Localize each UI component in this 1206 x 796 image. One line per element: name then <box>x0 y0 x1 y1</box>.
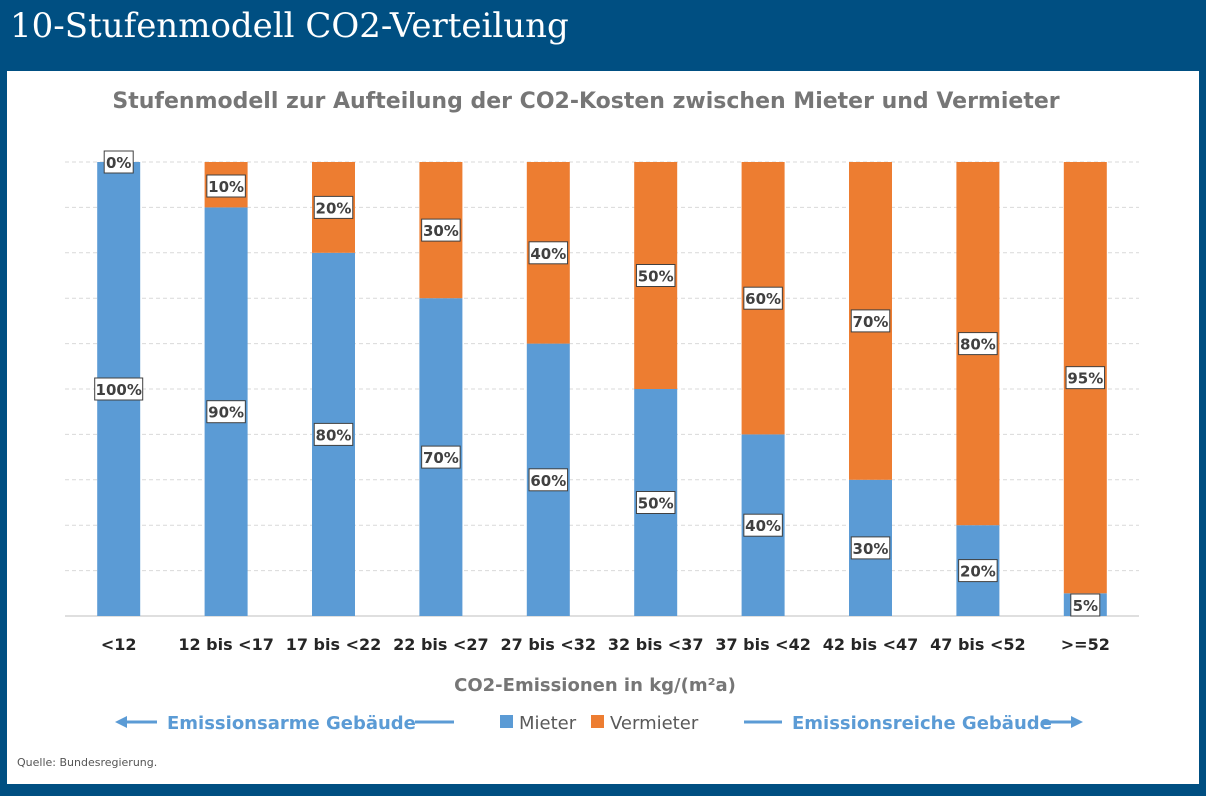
x-tick-label: 42 bis <47 <box>823 635 919 654</box>
x-axis-label: CO2-Emissionen in kg/(m²a) <box>454 675 736 696</box>
legend-high-emission: Emissionsreiche Gebäude <box>792 713 1052 734</box>
svg-text:50%: 50% <box>638 268 674 286</box>
svg-text:20%: 20% <box>316 199 352 217</box>
data-label-mieter: 60% <box>528 468 569 492</box>
legend-swatch-mieter <box>500 715 513 728</box>
x-tick-label: >=52 <box>1061 635 1110 654</box>
data-label-vermieter: 30% <box>421 218 461 242</box>
svg-text:90%: 90% <box>208 404 244 422</box>
data-label-mieter: 40% <box>743 513 783 537</box>
x-tick-label: 37 bis <42 <box>715 635 811 654</box>
svg-text:60%: 60% <box>745 290 781 308</box>
data-label-vermieter: 20% <box>313 195 354 219</box>
data-label-vermieter: 95% <box>1065 366 1106 390</box>
svg-text:70%: 70% <box>423 449 459 467</box>
svg-text:5%: 5% <box>1073 597 1098 615</box>
data-label-vermieter: 70% <box>850 309 891 333</box>
data-label-vermieter: 50% <box>635 264 676 287</box>
x-tick-label: 22 bis <27 <box>393 635 489 654</box>
stacked-bar-chart: Stufenmodell zur Aufteilung der CO2-Kost… <box>65 89 1139 734</box>
data-label-vermieter: 0% <box>103 150 134 174</box>
source-note: Quelle: Bundesregierung. <box>17 756 158 769</box>
svg-text:40%: 40% <box>745 517 781 535</box>
data-label-mieter: 30% <box>850 536 891 560</box>
data-label-vermieter: 60% <box>743 286 783 310</box>
data-label-vermieter: 80% <box>958 332 998 356</box>
x-tick-label: 17 bis <22 <box>286 635 382 654</box>
svg-text:70%: 70% <box>853 313 889 331</box>
svg-text:20%: 20% <box>960 563 996 581</box>
right-arrow-icon <box>1043 716 1083 728</box>
x-tick-labels: <12 12 bis <17 17 bis <22 22 bis <27 27 bis … <box>101 635 1110 654</box>
chart-title: Stufenmodell zur Aufteilung der CO2-Kost… <box>112 89 1059 114</box>
svg-text:0%: 0% <box>106 154 131 172</box>
data-label-vermieter: 10% <box>206 174 246 198</box>
data-label-vermieter: 40% <box>528 241 569 265</box>
svg-text:80%: 80% <box>960 336 996 354</box>
x-tick-label: 47 bis <52 <box>930 635 1026 654</box>
x-tick-label: 27 bis <32 <box>501 635 597 654</box>
data-label-mieter: 5% <box>1070 593 1101 617</box>
data-label-mieter: 70% <box>421 445 461 469</box>
data-label-mieter: 100% <box>94 377 144 401</box>
page-title: 10-Stufenmodell CO2-Verteilung <box>10 6 569 46</box>
data-labels: 100% 0% 90% 10% 80% 20% 70% 30% 60% 40% 50% 50% 40% 6… <box>94 150 1106 617</box>
legend-label-vermieter: Vermieter <box>610 713 699 734</box>
svg-text:100%: 100% <box>96 381 142 399</box>
data-label-mieter: 20% <box>958 559 998 583</box>
legend-low-emission: Emissionsarme Gebäude <box>167 713 416 734</box>
svg-text:40%: 40% <box>530 245 566 263</box>
svg-text:95%: 95% <box>1067 370 1103 388</box>
legend-swatch-vermieter <box>591 715 604 728</box>
data-label-mieter: 50% <box>635 491 676 514</box>
left-arrow-icon <box>115 716 157 728</box>
svg-text:50%: 50% <box>638 495 674 513</box>
x-tick-label: 32 bis <37 <box>608 635 704 654</box>
data-label-mieter: 80% <box>313 422 354 446</box>
svg-text:80%: 80% <box>316 426 352 444</box>
data-label-mieter: 90% <box>206 400 246 424</box>
svg-text:60%: 60% <box>530 472 566 490</box>
legend-label-mieter: Mieter <box>519 713 577 734</box>
svg-text:10%: 10% <box>208 178 244 196</box>
svg-text:30%: 30% <box>853 540 889 558</box>
chart-panel: Stufenmodell zur Aufteilung der CO2-Kost… <box>7 71 1199 784</box>
legend: Emissionsarme Gebäude Mieter Vermieter E… <box>115 713 1083 734</box>
x-tick-label: 12 bis <17 <box>178 635 274 654</box>
x-tick-label: <12 <box>101 635 137 654</box>
svg-text:30%: 30% <box>423 222 459 240</box>
